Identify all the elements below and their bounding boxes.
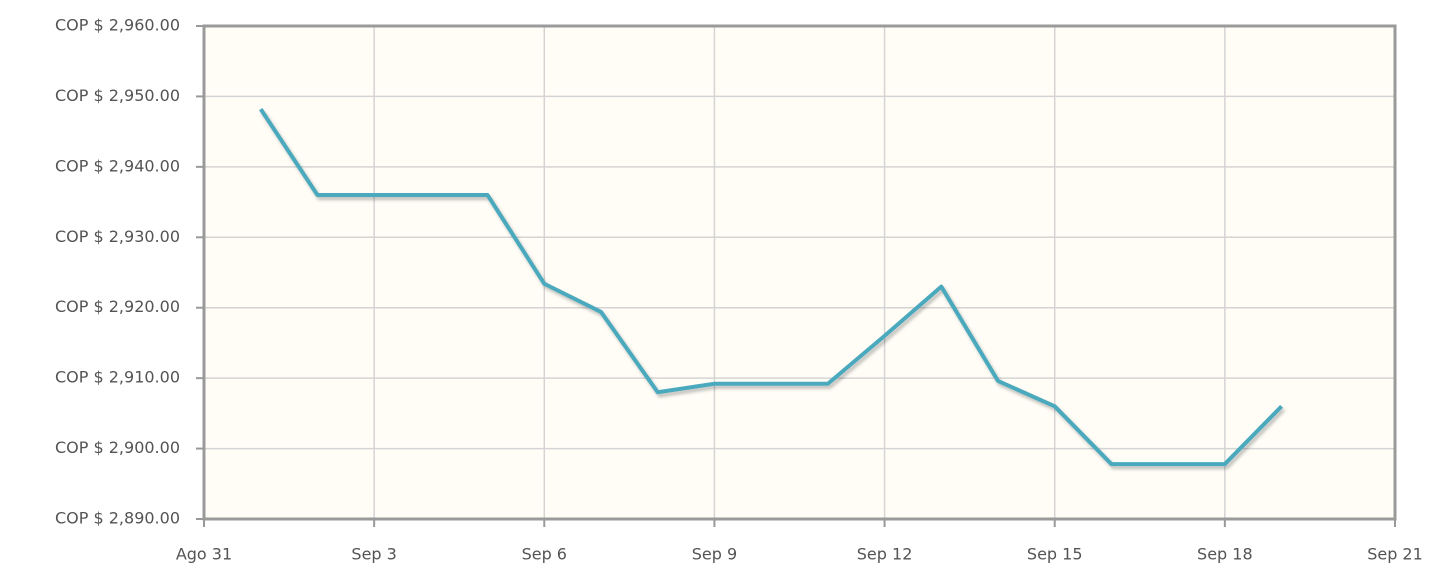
y-tick-label: COP $ 2,890.00 <box>55 509 180 528</box>
line <box>259 108 1283 467</box>
y-tick-label: COP $ 2,910.00 <box>55 368 180 387</box>
x-tick-label: Sep 15 <box>1027 545 1083 564</box>
x-tick-label: Sep 21 <box>1367 545 1423 564</box>
plot-border <box>202 24 1397 521</box>
y-tick-label: COP $ 2,920.00 <box>55 297 180 316</box>
x-tick-label: Sep 18 <box>1197 545 1253 564</box>
x-tick-label: Ago 31 <box>176 545 232 564</box>
x-tick-label: Sep 3 <box>351 545 396 564</box>
y-tick-label: COP $ 2,940.00 <box>55 156 180 175</box>
x-tick-label: Sep 6 <box>522 545 567 564</box>
x-tick-label: Sep 12 <box>857 545 913 564</box>
x-tick-label: Sep 9 <box>692 545 737 564</box>
y-tick-label: COP $ 2,950.00 <box>55 86 180 105</box>
y-tick-label: COP $ 2,930.00 <box>55 227 180 246</box>
y-tick-label: COP $ 2,900.00 <box>55 438 180 457</box>
plot-area <box>204 26 1395 519</box>
y-tick-label: COP $ 2,960.00 <box>55 16 180 35</box>
